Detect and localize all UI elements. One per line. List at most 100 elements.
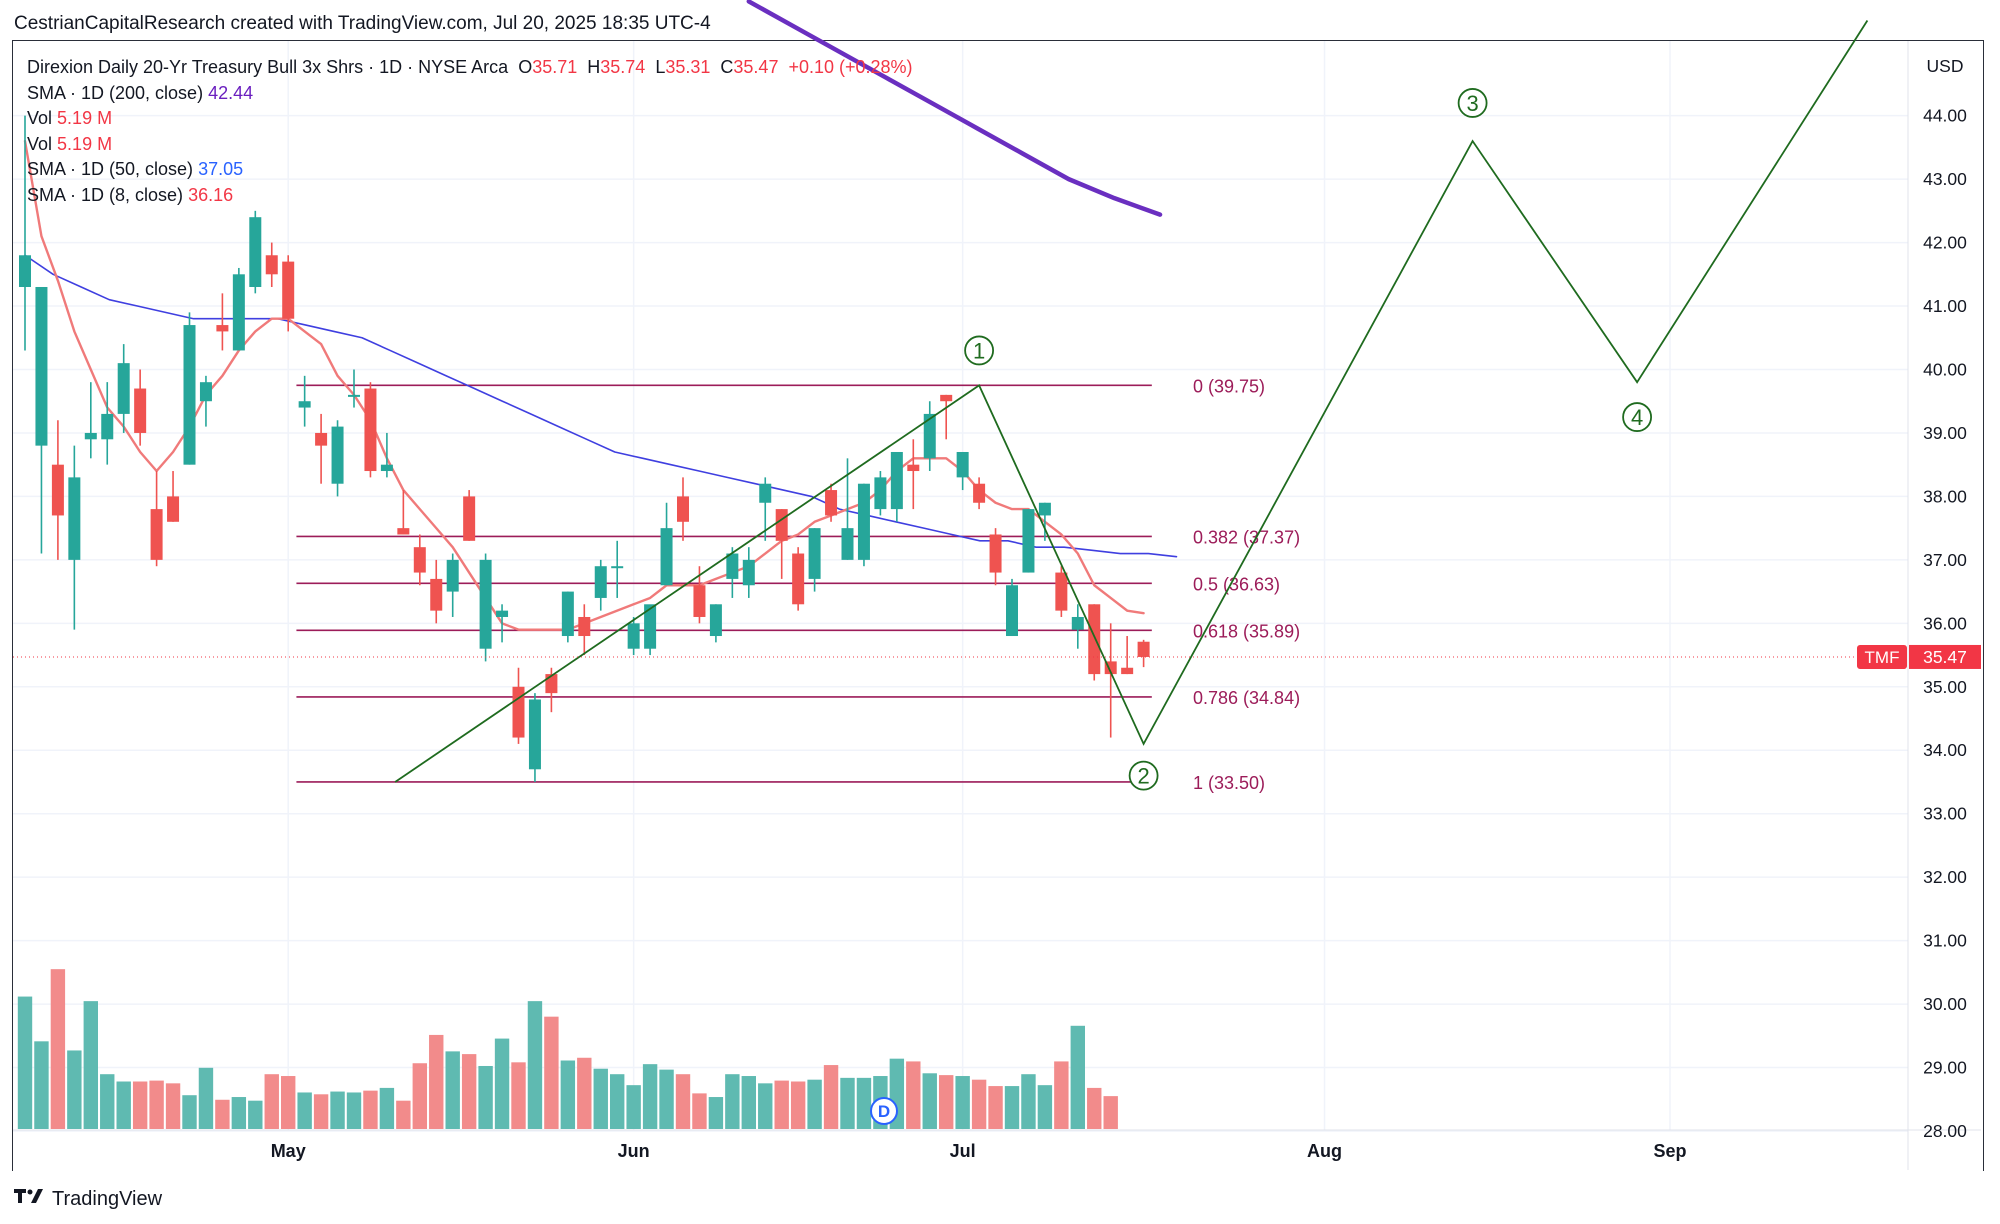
- time-tick-label: Sep: [1653, 1141, 1686, 1161]
- fib-level-label: 0 (39.75): [1193, 376, 1265, 396]
- candle-body: [578, 616, 591, 637]
- candle-body: [348, 394, 360, 397]
- chart-frame[interactable]: [12, 40, 1984, 1172]
- volume-bar: [906, 1061, 921, 1129]
- volume-bar: [281, 1076, 296, 1129]
- volume-bar: [741, 1076, 756, 1129]
- sma50-line: [24, 254, 1178, 558]
- volume-bar: [856, 1077, 872, 1129]
- price-tick-label: 33.00: [1923, 804, 1967, 824]
- candle-body: [298, 401, 311, 408]
- close-value: 35.47: [733, 57, 779, 77]
- legend-vol1-row[interactable]: Vol 5.19 M: [27, 106, 913, 132]
- volume-bar: [560, 1060, 576, 1129]
- volume-bar: [396, 1100, 411, 1129]
- high-value: 35.74: [600, 57, 646, 77]
- grid: [13, 41, 1908, 1132]
- sma200-value: 42.44: [208, 82, 254, 103]
- candle-body: [726, 553, 739, 579]
- sma50-label: SMA · 1D (50, close): [27, 159, 194, 180]
- candle-body: [1071, 616, 1084, 630]
- legend-sma200-row[interactable]: SMA · 1D (200, close) 42.44: [27, 81, 913, 107]
- volume-bar: [1070, 1025, 1085, 1129]
- candle-body: [775, 509, 788, 541]
- candle-body: [167, 496, 180, 522]
- candle-body: [940, 394, 953, 402]
- volume-bar: [297, 1092, 312, 1129]
- volume-bar: [264, 1074, 279, 1129]
- last-price-label: 35.47: [1923, 647, 1967, 667]
- tradingview-brand[interactable]: TradingView: [14, 1187, 162, 1211]
- candle-body: [1088, 604, 1101, 675]
- bottom-bar: [0, 1171, 2000, 1224]
- candle-body: [1121, 667, 1134, 675]
- vol1-value: 5.19 M: [57, 108, 113, 129]
- price-tick-label: 44.00: [1923, 106, 1967, 126]
- volume-bar: [823, 1065, 839, 1129]
- candle-body: [463, 496, 476, 541]
- candle-body: [430, 578, 443, 611]
- legend-vol2-row[interactable]: Vol 5.19 M: [27, 132, 913, 158]
- fib-retracement: 0 (39.75) 0.382 (37.37) 0.5 (36.63) 0.618 (…: [296, 376, 1300, 793]
- fib-level-label: 0.5 (36.63): [1193, 574, 1280, 594]
- candle-body: [134, 388, 147, 433]
- candle-body: [611, 566, 624, 569]
- wave-label-circle: [1622, 402, 1652, 432]
- instrument-title: Direxion Daily 20-Yr Treasury Bull 3x Sh…: [27, 57, 509, 77]
- candle-body: [923, 413, 936, 459]
- price-tick-label: 35.00: [1923, 677, 1967, 697]
- volume-bar: [1021, 1074, 1036, 1129]
- candle-body: [232, 274, 245, 351]
- candle-body: [808, 528, 821, 579]
- brand-name: TradingView: [52, 1187, 163, 1210]
- volume-bar: [461, 1054, 477, 1129]
- volume-bar: [330, 1091, 345, 1129]
- vol2-value: 5.19 M: [57, 133, 113, 154]
- time-tick-label: Jul: [950, 1141, 976, 1161]
- price-tick-label: 30.00: [1923, 994, 1967, 1014]
- volume-bar: [116, 1081, 131, 1129]
- wave-path: [394, 19, 1869, 783]
- volume-bar: [248, 1100, 263, 1129]
- legend-sma50-row[interactable]: SMA · 1D (50, close) 37.05: [27, 157, 913, 183]
- price-tick-label: 31.00: [1923, 931, 1967, 951]
- time-tick-label: May: [271, 1141, 306, 1161]
- candle-body: [956, 451, 969, 478]
- volume-bar: [429, 1034, 444, 1129]
- volume-bar: [445, 1051, 460, 1129]
- candle-body: [890, 451, 903, 510]
- sma8-value: 36.16: [188, 184, 234, 205]
- sma200-label: SMA · 1D (200, close): [27, 82, 204, 103]
- price-tick-label: 28.00: [1923, 1121, 1967, 1141]
- candle-body: [660, 528, 673, 586]
- candle-body: [68, 477, 81, 560]
- candle-body: [742, 559, 755, 586]
- candle-body: [479, 559, 492, 649]
- volume-bar: [675, 1074, 691, 1129]
- chart-caption: CestrianCapitalResearch created with Tra…: [14, 13, 711, 34]
- fib-level-label: 0.618 (35.89): [1193, 621, 1300, 641]
- volume-bar: [725, 1074, 740, 1129]
- legend-sma8-row[interactable]: SMA · 1D (8, close) 36.16: [27, 183, 913, 209]
- volume-bar: [494, 1038, 510, 1129]
- change-value: +0.10 (+0.28%): [788, 57, 913, 77]
- time-tick-label: Jun: [618, 1141, 650, 1161]
- volume-bar: [346, 1092, 362, 1129]
- volume-bar: [149, 1080, 164, 1129]
- wave-label: 2: [1137, 764, 1149, 789]
- volume-bar: [708, 1097, 724, 1129]
- volume-bar: [577, 1057, 592, 1129]
- last-price-badge: [1909, 644, 1981, 669]
- price-tick-label: 32.00: [1923, 867, 1967, 887]
- price-tick-label: 38.00: [1923, 486, 1967, 506]
- high-label: H: [587, 57, 601, 77]
- price-tick-label: 42.00: [1923, 233, 1967, 253]
- open-label: O: [518, 57, 533, 77]
- axes: 28.00 29.00 30.00 31.00 32.00 33.00 34.00 35.00…: [13, 41, 1981, 1170]
- candle-body: [561, 591, 574, 637]
- volume-bar: [313, 1094, 329, 1129]
- volume-bar: [922, 1073, 937, 1129]
- candle-body: [857, 483, 870, 560]
- volume-bar: [971, 1079, 987, 1129]
